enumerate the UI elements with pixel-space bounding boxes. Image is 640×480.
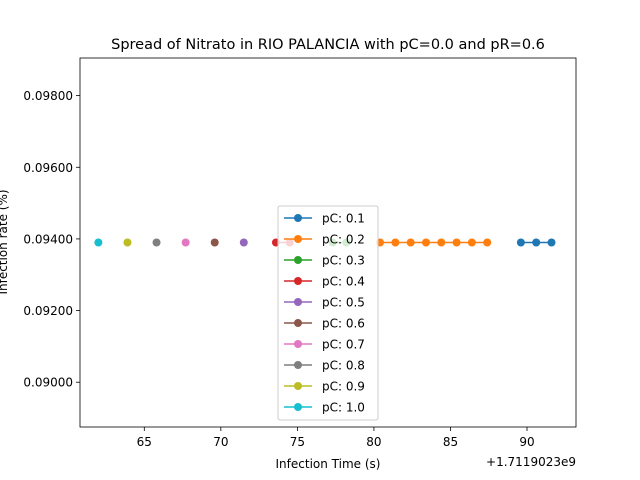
legend-entry: pC: 0.9 — [284, 380, 365, 394]
legend: pC: 0.1 pC: 0.2 pC: 0.3 pC: 0.4 pC: 0.5 pC: 0… — [277, 205, 379, 421]
data-point — [181, 238, 190, 247]
data-point — [452, 238, 461, 247]
data-point — [94, 238, 103, 247]
series-6 — [210, 238, 219, 247]
data-point — [239, 238, 248, 247]
data-point — [437, 238, 446, 247]
legend-marker — [294, 298, 302, 306]
y-axis-label: Infection rate (%) — [0, 189, 10, 294]
data-point — [483, 238, 492, 247]
legend-label: pC: 0.2 — [322, 233, 365, 247]
legend-entry: pC: 0.2 — [284, 233, 365, 247]
legend-label: pC: 0.8 — [322, 359, 365, 373]
x-tick-label: 80 — [366, 435, 381, 449]
legend-entry: pC: 0.6 — [284, 317, 365, 331]
legend-label: pC: 1.0 — [322, 401, 365, 415]
y-tick-label: 0.09600 — [23, 161, 73, 175]
x-tick-label: 65 — [137, 435, 152, 449]
legend-marker — [294, 235, 302, 243]
series-7 — [181, 238, 190, 247]
data-point — [516, 238, 525, 247]
legend-entry: pC: 0.1 — [284, 212, 365, 226]
x-axis-ticks: 65 70 75 80 85 90 — [137, 427, 535, 449]
data-point — [532, 238, 541, 247]
legend-entry: pC: 1.0 — [284, 401, 365, 415]
series-8 — [152, 238, 161, 247]
series-10 — [94, 238, 103, 247]
legend-label: pC: 0.1 — [322, 212, 365, 226]
legend-label: pC: 0.9 — [322, 380, 365, 394]
x-tick-label: 90 — [519, 435, 534, 449]
legend-marker — [294, 382, 302, 390]
y-tick-label: 0.09800 — [23, 89, 73, 103]
y-tick-label: 0.09000 — [23, 376, 73, 390]
chart-title: Spread of Nitrato in RIO PALANCIA with p… — [111, 37, 545, 53]
data-point — [547, 238, 556, 247]
series-9 — [123, 238, 132, 247]
x-tick-label: 85 — [443, 435, 458, 449]
legend-marker — [294, 319, 302, 327]
legend-entry: pC: 0.4 — [284, 275, 365, 289]
legend-marker — [294, 340, 302, 348]
series-5 — [239, 238, 248, 247]
x-tick-label: 75 — [290, 435, 305, 449]
legend-entry: pC: 0.3 — [284, 254, 365, 268]
series-1 — [516, 238, 556, 247]
legend-marker — [294, 277, 302, 285]
data-point — [467, 238, 476, 247]
legend-marker — [294, 403, 302, 411]
data-point — [152, 238, 161, 247]
x-tick-label: 70 — [213, 435, 228, 449]
legend-label: pC: 0.6 — [322, 317, 365, 331]
x-axis-offset-label: +1.7119023e9 — [486, 455, 576, 469]
data-point — [406, 238, 415, 247]
data-point — [421, 238, 430, 247]
legend-marker — [294, 361, 302, 369]
legend-label: pC: 0.3 — [322, 254, 365, 268]
y-tick-label: 0.09200 — [23, 304, 73, 318]
legend-entry: pC: 0.7 — [284, 338, 365, 352]
legend-entry: pC: 0.8 — [284, 359, 365, 373]
legend-marker — [294, 214, 302, 222]
plot-frame — [79, 57, 577, 428]
legend-label: pC: 0.7 — [322, 338, 365, 352]
legend-label: pC: 0.4 — [322, 275, 365, 289]
legend-entry: pC: 0.5 — [284, 296, 365, 310]
y-tick-label: 0.09400 — [23, 232, 73, 246]
x-axis-label: Infection Time (s) — [276, 457, 381, 471]
data-point — [210, 238, 219, 247]
y-axis-ticks: 0.09000 0.09200 0.09400 0.09600 0.09800 — [23, 89, 80, 390]
data-point — [123, 238, 132, 247]
data-point — [391, 238, 400, 247]
legend-marker — [294, 256, 302, 264]
legend-label: pC: 0.5 — [322, 296, 365, 310]
